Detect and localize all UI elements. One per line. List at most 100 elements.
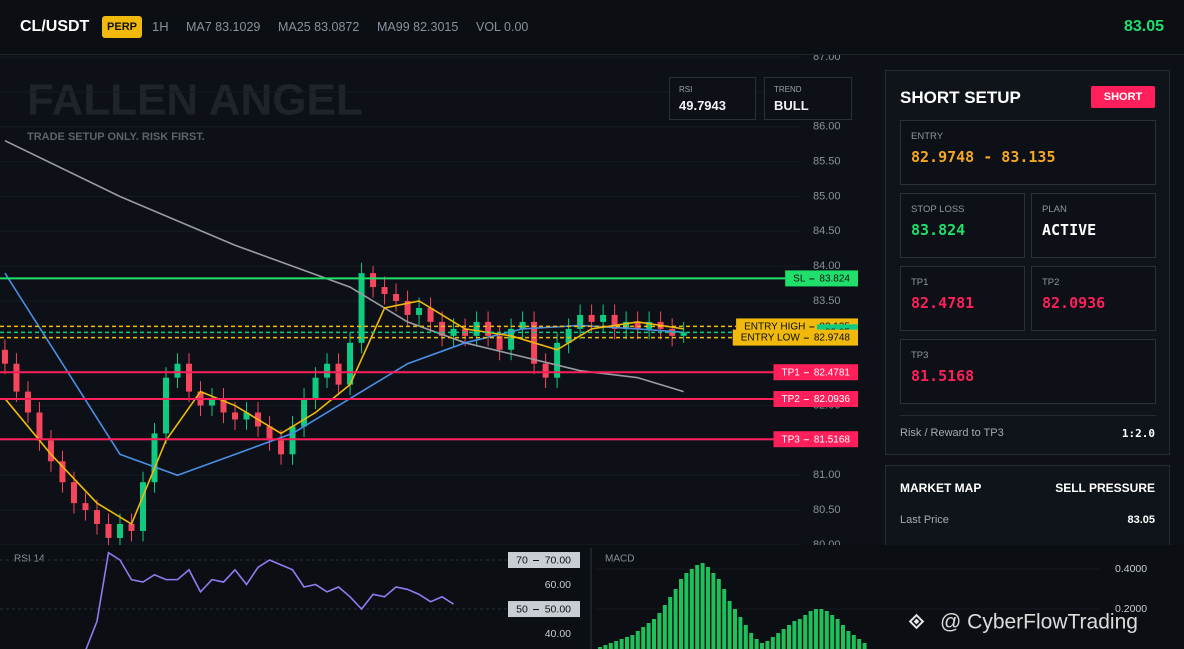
level-name: ENTRY HIGH	[744, 322, 805, 333]
badge: PERP	[102, 16, 142, 38]
candle-body	[427, 307, 434, 322]
candle-body	[611, 314, 618, 329]
divider	[900, 415, 1156, 416]
level-value: 83.824	[819, 274, 850, 285]
y-tick-label: 81.00	[813, 469, 841, 481]
candle-body	[59, 461, 66, 483]
y-tick-label: 80.00	[813, 539, 841, 551]
symbol: CL/USDT	[20, 18, 90, 35]
macd-bar	[797, 619, 802, 649]
y-tick-label: 84.00	[813, 260, 841, 272]
candle-body	[13, 363, 20, 392]
macd-bar	[787, 625, 791, 649]
plan-label: PLAN	[1042, 204, 1067, 215]
tp-value: 81.5168	[911, 367, 975, 385]
macd-bar	[819, 609, 824, 649]
macd-bar	[862, 643, 867, 649]
macd-tick-label: 0.2000	[1115, 603, 1147, 615]
macd-panel: 0.4000 0.2000	[595, 563, 1147, 649]
volume: VOL 0.00	[476, 20, 529, 34]
candle-body	[24, 391, 31, 413]
last-price: 83.05	[1123, 18, 1164, 35]
level-name: ENTRY LOW	[741, 333, 801, 344]
entry-value: 82.9748 - 83.135	[911, 148, 1056, 166]
candle-body	[128, 524, 135, 531]
macd-bar	[765, 641, 770, 649]
candle-body	[243, 412, 250, 420]
setup-card: SHORT SETUP SHORT ENTRY 82.9748 - 83.135…	[885, 70, 1170, 455]
candle-body	[93, 510, 100, 525]
candle-body	[404, 301, 411, 315]
candle-body	[623, 321, 630, 329]
y-tick-label: 87.00	[813, 51, 841, 63]
macd-bar	[846, 631, 851, 649]
level-value: 82.0936	[814, 394, 851, 405]
macd-bar	[716, 579, 721, 649]
stop-loss-value: 83.824	[911, 221, 966, 239]
macd-bar	[727, 601, 732, 649]
macd-tick-label: 0.4000	[1115, 563, 1147, 575]
macd-bar	[738, 617, 743, 649]
candle-body	[393, 294, 400, 301]
candle-body	[174, 363, 181, 378]
side-badge: SHORT	[1091, 86, 1155, 108]
macd-bar	[824, 611, 829, 649]
candle-body	[301, 398, 308, 427]
rsi-tick-label: 70.00	[545, 554, 571, 566]
y-tick-label: 80.50	[813, 504, 841, 516]
macd-bar	[625, 637, 629, 649]
row-value: 83.05	[1127, 514, 1155, 526]
tp-value: 82.4781	[911, 294, 975, 312]
candle-body	[151, 433, 158, 483]
y-tick-label: 84.50	[813, 225, 841, 237]
macd-bar	[630, 635, 635, 649]
candle-body	[324, 363, 331, 378]
ma7: MA7 83.1029	[186, 20, 261, 34]
candle-body	[162, 377, 169, 434]
candle-body	[312, 377, 319, 399]
level-name: TP2	[782, 394, 801, 405]
macd-bar	[808, 611, 813, 649]
level-tag	[732, 329, 858, 346]
candle-body	[600, 314, 607, 322]
stat-value: 49.7943	[679, 98, 726, 113]
candle-body	[439, 321, 446, 336]
candle-body	[82, 503, 89, 511]
stop-loss-label: STOP LOSS	[911, 204, 965, 215]
rsi-title: RSI 14	[14, 554, 45, 565]
level-tag	[773, 391, 858, 408]
candle-body	[646, 321, 653, 329]
candle-body	[450, 328, 457, 336]
candle-body	[680, 332, 687, 336]
candle-body	[542, 363, 549, 378]
market-map-status: SELL PRESSURE	[1055, 481, 1155, 495]
level-name: TP3	[782, 434, 801, 445]
rsi-level-label: 50	[516, 603, 528, 615]
macd-bar	[803, 615, 808, 649]
tp-label: TP1	[911, 277, 929, 288]
candle-body	[485, 321, 492, 336]
rsi-level-tag	[508, 552, 580, 569]
macd-bar	[603, 645, 608, 649]
tp-box: TP2 82.0936	[1031, 266, 1156, 331]
candle-body	[209, 398, 216, 406]
market-map-card: MARKET MAP SELL PRESSURE Last Price 83.0…	[885, 465, 1170, 545]
interval[interactable]: 1H	[152, 19, 169, 34]
level-name: TP1	[782, 367, 801, 378]
candle-body	[588, 314, 595, 322]
macd-bar	[608, 643, 613, 649]
candle-body	[347, 342, 354, 385]
level-value: 82.4781	[814, 367, 851, 378]
stop-loss-box: STOP LOSS 83.824	[900, 193, 1025, 258]
macd-bar	[760, 643, 764, 649]
macd-bar	[684, 573, 689, 649]
macd-bar	[619, 639, 624, 649]
top-bar: CL/USDT PERP 1H MA7 83.1029 MA25 83.0872…	[0, 0, 1184, 55]
rsi-tick-label: 50.00	[545, 603, 571, 615]
candle-body	[554, 342, 561, 378]
candle-body	[496, 335, 503, 350]
candle-body	[416, 307, 423, 315]
level-value: 81.5168	[814, 434, 851, 445]
